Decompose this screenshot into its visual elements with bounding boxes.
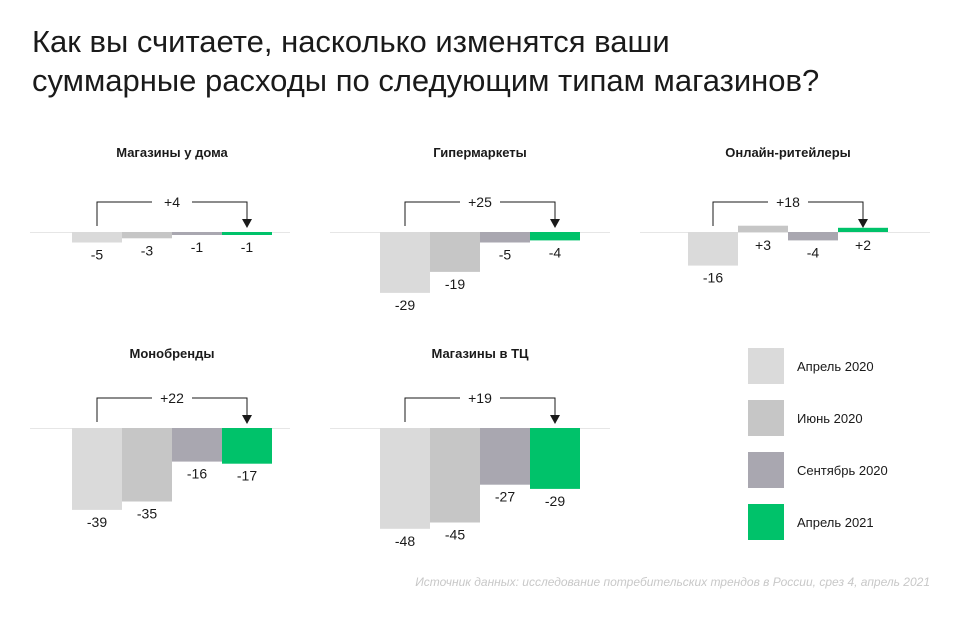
bar <box>172 232 222 235</box>
change-label-bg <box>152 389 192 407</box>
data-label: -39 <box>87 514 107 530</box>
change-arrowhead <box>242 219 252 228</box>
bar <box>838 227 888 232</box>
data-label: -1 <box>191 239 204 255</box>
bar <box>222 232 272 235</box>
bar <box>172 428 222 462</box>
bar <box>122 232 172 239</box>
change-label: +25 <box>468 194 492 210</box>
legend-label: Апрель 2020 <box>797 358 874 374</box>
legend-item-april-2021: Апрель 2021 <box>748 504 888 540</box>
bar <box>480 232 530 243</box>
panel-title: Онлайн-ритейлеры <box>725 145 851 160</box>
data-label: -1 <box>241 239 254 255</box>
legend-label: Сентябрь 2020 <box>797 462 888 478</box>
panel-title: Магазины в ТЦ <box>431 346 529 361</box>
bar <box>530 428 580 489</box>
change-label: +4 <box>164 194 180 210</box>
legend-item-june-2020: Июнь 2020 <box>748 400 888 436</box>
data-label: +2 <box>855 237 871 253</box>
bar <box>430 428 480 523</box>
change-label: +18 <box>776 194 800 210</box>
legend-swatch <box>748 348 784 384</box>
change-label: +19 <box>468 390 492 406</box>
change-arrowhead <box>242 415 252 424</box>
data-label: -5 <box>499 247 512 263</box>
chart-title: Как вы считаете, насколько изменятся ваш… <box>32 22 912 100</box>
title-line-1: Как вы считаете, насколько изменятся ваш… <box>32 24 670 59</box>
change-label-bg <box>460 389 500 407</box>
change-label: +22 <box>160 390 184 406</box>
bar <box>380 428 430 529</box>
data-label: -27 <box>495 489 515 505</box>
legend-swatch <box>748 504 784 540</box>
data-label: -29 <box>545 493 565 509</box>
legend-label: Июнь 2020 <box>797 410 863 426</box>
data-label: -48 <box>395 533 415 549</box>
bar <box>72 232 122 243</box>
panel-title: Гипермаркеты <box>433 145 527 160</box>
data-label: -19 <box>445 276 465 292</box>
bar <box>688 232 738 266</box>
bar <box>222 428 272 464</box>
bar <box>738 225 788 232</box>
data-label: -5 <box>91 247 104 263</box>
panel-title: Монобренды <box>130 346 215 361</box>
data-label: -16 <box>187 466 207 482</box>
bar <box>788 232 838 241</box>
legend-item-april-2020: Апрель 2020 <box>748 348 888 384</box>
change-label-bg <box>768 193 808 211</box>
data-label: -45 <box>445 527 465 543</box>
bar <box>480 428 530 485</box>
legend: Апрель 2020 Июнь 2020 Сентябрь 2020 Апре… <box>748 348 888 556</box>
legend-swatch <box>748 452 784 488</box>
data-label: -4 <box>549 244 562 260</box>
data-label: -16 <box>703 270 723 286</box>
data-label: -4 <box>807 244 820 260</box>
data-label: -29 <box>395 297 415 313</box>
change-arrowhead <box>858 219 868 228</box>
data-label: +3 <box>755 237 771 253</box>
bar <box>530 232 580 241</box>
change-arrowhead <box>550 219 560 228</box>
change-label-bg <box>460 193 500 211</box>
data-label: -17 <box>237 468 257 484</box>
legend-label: Апрель 2021 <box>797 514 874 530</box>
change-arrowhead <box>550 415 560 424</box>
panel-title: Магазины у дома <box>116 145 228 160</box>
data-label: -3 <box>141 242 154 258</box>
legend-swatch <box>748 400 784 436</box>
data-label: -35 <box>137 506 157 522</box>
legend-item-september-2020: Сентябрь 2020 <box>748 452 888 488</box>
bar <box>430 232 480 272</box>
change-label-bg <box>152 193 192 211</box>
source-note: Источник данных: исследование потребител… <box>415 575 930 589</box>
bar <box>122 428 172 502</box>
bar <box>72 428 122 510</box>
title-line-2: суммарные расходы по следующим типам маг… <box>32 63 820 98</box>
bar <box>380 232 430 293</box>
